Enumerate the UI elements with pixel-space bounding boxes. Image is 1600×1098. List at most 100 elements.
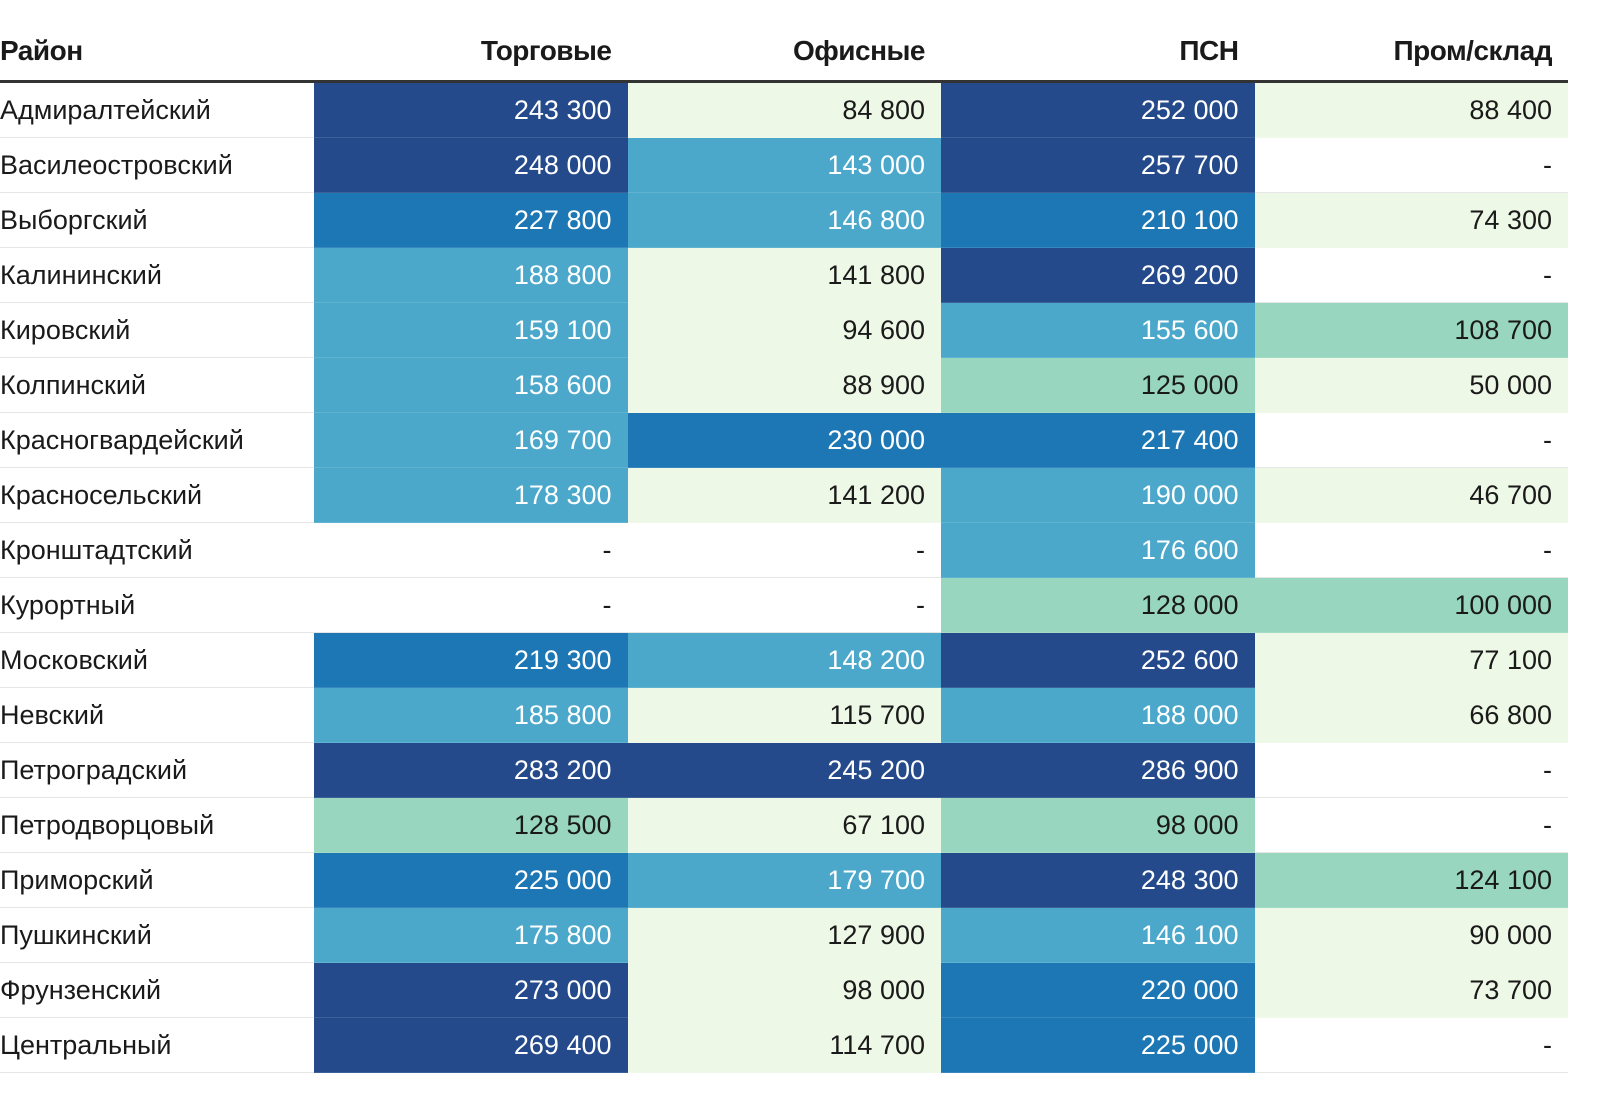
value-cell: 124 100 — [1254, 852, 1568, 908]
value-cell: - — [1254, 742, 1568, 798]
value-cell: - — [627, 577, 941, 633]
column-header-district: Район — [0, 22, 314, 83]
value-cell: 66 800 — [1254, 687, 1568, 743]
district-name-cell: Колпинский — [0, 357, 314, 413]
district-name-cell: Адмиралтейский — [0, 81, 314, 138]
table-body: Адмиралтейский 243 300 84 800 252 000 88 400… — [0, 81, 1568, 1073]
column-header-office: Офисные — [627, 22, 941, 83]
table-row: Красногвардейский 169 700 230 000 217 400- — [0, 412, 1568, 468]
table-row: Колпинский 158 600 88 900 125 000 50 000 — [0, 357, 1568, 413]
district-name-cell: Невский — [0, 687, 314, 743]
district-name-cell: Курортный — [0, 577, 314, 633]
value-cell: - — [1254, 797, 1568, 853]
value-cell: 245 200 — [627, 742, 941, 798]
value-cell: - — [1254, 247, 1568, 303]
district-name-cell: Кронштадтский — [0, 522, 314, 578]
district-name-cell: Приморский — [0, 852, 314, 908]
value-cell: 141 200 — [627, 467, 941, 523]
table-header: Район Торговые Офисные ПСН Пром/склад — [0, 22, 1568, 83]
value-cell: 146 100 — [941, 907, 1255, 963]
value-cell: - — [1254, 137, 1568, 193]
value-cell: - — [1254, 522, 1568, 578]
value-cell: 141 800 — [627, 247, 941, 303]
value-cell: 257 700 — [941, 137, 1255, 193]
value-cell: 148 200 — [627, 632, 941, 688]
district-name-cell: Выборгский — [0, 192, 314, 248]
district-name-cell: Кировский — [0, 302, 314, 358]
value-cell: 88 400 — [1254, 81, 1568, 138]
value-cell: 188 000 — [941, 687, 1255, 743]
value-cell: 100 000 — [1254, 577, 1568, 633]
district-name-cell: Василеостровский — [0, 137, 314, 193]
table-row: Красносельский 178 300 141 200 190 000 46 70… — [0, 467, 1568, 523]
value-cell: 73 700 — [1254, 962, 1568, 1018]
value-cell: 248 000 — [314, 137, 628, 193]
table-row: Петроградский 283 200 245 200 286 900- — [0, 742, 1568, 798]
district-name-cell: Калининский — [0, 247, 314, 303]
value-cell: 269 400 — [314, 1017, 628, 1073]
value-cell: 252 000 — [941, 81, 1255, 138]
value-cell: 128 500 — [314, 797, 628, 853]
district-name-cell: Петродворцовый — [0, 797, 314, 853]
value-cell: 227 800 — [314, 192, 628, 248]
value-cell: 84 800 — [627, 81, 941, 138]
value-cell: 158 600 — [314, 357, 628, 413]
value-cell: 217 400 — [941, 412, 1255, 468]
table-row: Московский 219 300 148 200 252 600 77 100 — [0, 632, 1568, 688]
value-cell: 169 700 — [314, 412, 628, 468]
header-row: Район Торговые Офисные ПСН Пром/склад — [0, 22, 1568, 83]
table-row: Фрунзенский 273 000 98 000 220 000 73 700 — [0, 962, 1568, 1018]
value-cell: 185 800 — [314, 687, 628, 743]
value-cell: 67 100 — [627, 797, 941, 853]
table-row: Невский 185 800 115 700 188 000 66 800 — [0, 687, 1568, 743]
value-cell: 155 600 — [941, 302, 1255, 358]
value-cell: - — [1254, 1017, 1568, 1073]
value-cell: 286 900 — [941, 742, 1255, 798]
table-row: Калининский 188 800 141 800 269 200- — [0, 247, 1568, 303]
value-cell: 98 000 — [941, 797, 1255, 853]
column-header-retail: Торговые — [314, 22, 628, 83]
value-cell: 90 000 — [1254, 907, 1568, 963]
district-name-cell: Московский — [0, 632, 314, 688]
value-cell: 108 700 — [1254, 302, 1568, 358]
value-cell: - — [627, 522, 941, 578]
value-cell: 50 000 — [1254, 357, 1568, 413]
price-table: Район Торговые Офисные ПСН Пром/склад Ад… — [0, 22, 1568, 1073]
value-cell: 220 000 — [941, 962, 1255, 1018]
table-row: Пушкинский 175 800 127 900 146 100 90 000 — [0, 907, 1568, 963]
value-cell: 115 700 — [627, 687, 941, 743]
value-cell: 225 000 — [941, 1017, 1255, 1073]
table-row: Приморский 225 000 179 700 248 300 124 100 — [0, 852, 1568, 908]
value-cell: 125 000 — [941, 357, 1255, 413]
table-row: Центральный 269 400 114 700 225 000- — [0, 1017, 1568, 1073]
value-cell: 179 700 — [627, 852, 941, 908]
value-cell: 252 600 — [941, 632, 1255, 688]
table-row: Петродворцовый 128 500 67 100 98 000- — [0, 797, 1568, 853]
value-cell: 98 000 — [627, 962, 941, 1018]
value-cell: 269 200 — [941, 247, 1255, 303]
district-name-cell: Фрунзенский — [0, 962, 314, 1018]
column-header-psn: ПСН — [941, 22, 1255, 83]
value-cell: 219 300 — [314, 632, 628, 688]
value-cell: 188 800 — [314, 247, 628, 303]
value-cell: 210 100 — [941, 192, 1255, 248]
value-cell: 175 800 — [314, 907, 628, 963]
value-cell: 230 000 — [627, 412, 941, 468]
value-cell: 127 900 — [627, 907, 941, 963]
value-cell: 178 300 — [314, 467, 628, 523]
value-cell: 273 000 — [314, 962, 628, 1018]
value-cell: 46 700 — [1254, 467, 1568, 523]
table-row: Кронштадтский - -176 600- — [0, 522, 1568, 578]
value-cell: 176 600 — [941, 522, 1255, 578]
column-header-industrial-warehouse: Пром/склад — [1254, 22, 1568, 83]
table-row: Василеостровский 248 000 143 000 257 700- — [0, 137, 1568, 193]
value-cell: - — [314, 577, 628, 633]
value-cell: 146 800 — [627, 192, 941, 248]
district-name-cell: Красногвардейский — [0, 412, 314, 468]
value-cell: 283 200 — [314, 742, 628, 798]
value-cell: - — [1254, 412, 1568, 468]
district-name-cell: Красносельский — [0, 467, 314, 523]
value-cell: 74 300 — [1254, 192, 1568, 248]
value-cell: 114 700 — [627, 1017, 941, 1073]
value-cell: 225 000 — [314, 852, 628, 908]
